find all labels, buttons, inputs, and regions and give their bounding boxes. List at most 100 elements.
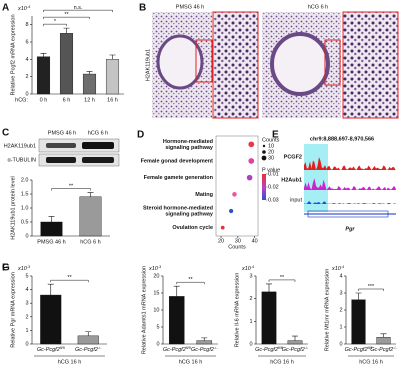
axis-multiplier: x10-3 [17, 265, 30, 272]
error-bar [355, 292, 362, 300]
legend-title: Counts [262, 137, 280, 143]
y-tick-label: 0 [25, 341, 28, 347]
x-tick-label-sup: -/- [305, 346, 309, 350]
y-tick-label: 0 [339, 341, 342, 347]
x-tick-label-base: Gc-Pcgf2 [75, 347, 98, 353]
bar [168, 296, 185, 345]
zoom-image [212, 11, 259, 119]
y-axis-label: Relative Il-6 mRNA expression [234, 273, 240, 348]
x-tick-label-base: Gc-Pcgf2 [191, 347, 214, 353]
x-tick-label: 20 [218, 238, 224, 244]
y-tick-label: 1 [25, 328, 28, 334]
legend-dot [262, 144, 266, 148]
row-label: α-TUBULIN [7, 157, 36, 163]
category-label: Steroid hormone-mediated [143, 205, 213, 211]
error-bar [380, 333, 387, 338]
x-tick-label: PMSG 46 h [37, 239, 65, 245]
colorbar-label: 0.03 [268, 197, 279, 203]
dot [220, 225, 225, 230]
band [82, 142, 114, 149]
track-label: input [290, 197, 302, 203]
error-bar [292, 335, 298, 341]
x-axis-label: hCG 16 h [359, 359, 383, 365]
y-axis-label: Relative Pcgf2 mRNA expression [10, 14, 16, 95]
x-tick-label-sup: fl/fl [368, 346, 373, 350]
row-label: H2AK119ub1 [4, 143, 36, 149]
track-label: H2Aub1 [281, 177, 302, 183]
significance-label: ** [67, 275, 72, 281]
y-tick-label: 8 [25, 22, 28, 28]
y-tick-label: 2.0 [21, 177, 29, 183]
error-bar [87, 192, 94, 197]
panel-letter: B [139, 3, 146, 14]
axis-multiplier: x10-3 [148, 265, 161, 272]
significance-label: ** [280, 275, 285, 281]
y-tick-label: 0 [25, 233, 28, 239]
x-tick-label: 0 h [40, 97, 48, 103]
band [46, 157, 76, 163]
x-tick-label: Gc-Pcgf2-/- [75, 346, 102, 353]
band [82, 157, 114, 163]
colorbar-label: 0.01 [268, 171, 279, 177]
gene-model [307, 210, 389, 218]
bar [105, 59, 120, 95]
error-bar [266, 283, 272, 292]
bar [351, 299, 366, 345]
significance-bracket [43, 16, 90, 20]
significance-label: *** [368, 284, 375, 290]
y-tick-label: 0 [156, 341, 159, 347]
x-tick-label-sup: -/- [393, 346, 397, 350]
significance-bracket [43, 23, 67, 27]
legend-label: 20 [268, 149, 274, 155]
significance-label: ** [64, 12, 69, 18]
zoom-image [342, 11, 399, 119]
y-tick-label: 2 [25, 74, 28, 80]
legend-dot [261, 155, 267, 161]
y-tick-label: 4 [25, 287, 28, 293]
follicle [270, 32, 330, 96]
y-tick-label: 2 [249, 296, 252, 302]
panel-letter: G [2, 263, 10, 274]
colorbar [262, 174, 266, 200]
panel-c-blot: C PMSG 46 h hCG 6 h H2AK119ub1 α-TUBULIN [2, 128, 120, 167]
lane-label: hCG 6 h [88, 130, 108, 136]
dot [248, 158, 255, 164]
legend-label: 10 [268, 143, 274, 149]
x-tick-label-base: Gc-Pcgf2 [345, 347, 368, 353]
significance-bracket [43, 9, 113, 13]
y-tick-label: 3 [25, 301, 28, 307]
legend-label: 30 [268, 155, 274, 161]
x-prefix: hCG: [15, 97, 28, 103]
colorbar-label: 0.02 [268, 184, 279, 190]
legend-dot [262, 150, 266, 154]
bar [376, 337, 391, 345]
condition-label: PMSG 46 h [176, 4, 204, 10]
highlight [304, 144, 328, 212]
axis-multiplier-base: x10 [17, 266, 28, 272]
axis-multiplier: x10-4 [241, 265, 254, 272]
bar [36, 56, 51, 95]
y-axis-label: Relative Adamts1 mRNA expression [141, 266, 147, 354]
axis-multiplier-base: x10 [17, 6, 28, 12]
panel-letter: E [272, 130, 279, 141]
significance-label: * [54, 19, 57, 25]
y-tick-label: 0.5 [21, 219, 29, 225]
significance-label: ** [69, 184, 74, 190]
region-label: chr9:8,888,697-8,970,566 [310, 136, 374, 142]
category-label: Female gonad development [141, 158, 214, 164]
legend-title: P value [262, 167, 280, 173]
bar [261, 291, 277, 345]
y-tick-label: 1 [249, 319, 252, 325]
y-tick-label: 3 [249, 273, 252, 279]
x-tick-label: 30 [235, 238, 241, 244]
y-tick-label: 5 [25, 273, 28, 279]
x-tick-label: Gc-Pcgf2-/- [282, 346, 309, 353]
x-axis-label: hCG 16 h [270, 359, 294, 365]
y-tick-label: 15 [153, 290, 159, 296]
bar [40, 221, 63, 237]
panel-b: B PMSG 46 h hCG 6 h H2AK119ub1 [139, 3, 399, 119]
signal-track [304, 178, 396, 190]
panel-e: E chr9:8,888,697-8,970,566 PCGF2 H2Aub1 … [272, 130, 396, 232]
y-tick-label: 0 [249, 341, 252, 347]
axis-multiplier: x10-4 [331, 265, 344, 272]
